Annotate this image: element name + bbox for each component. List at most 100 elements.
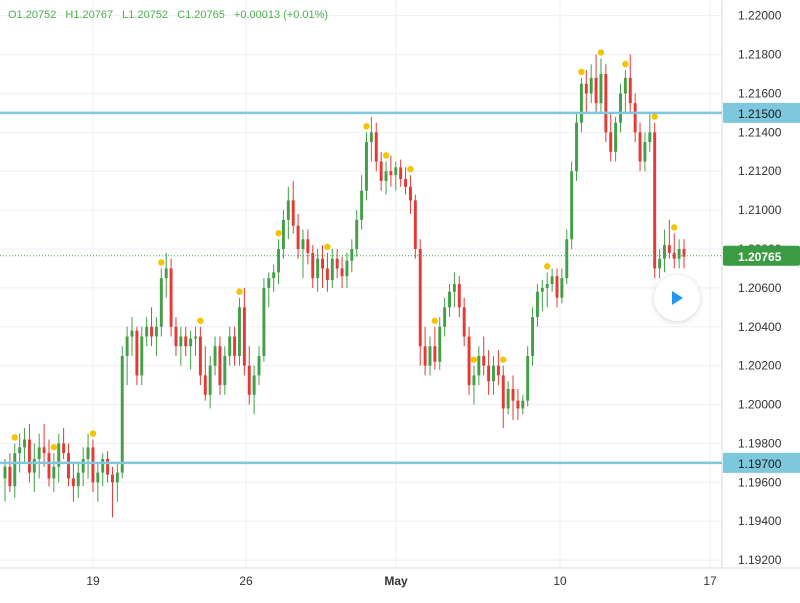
y-tick-label: 1.21200	[738, 164, 782, 178]
candle-body	[86, 447, 90, 459]
candle-body	[638, 132, 642, 162]
candle-body	[345, 260, 349, 277]
candle-body	[526, 355, 530, 401]
candle-body	[76, 472, 80, 487]
ohlc-high: H1.20767	[65, 9, 114, 21]
candle-body	[457, 284, 461, 308]
x-tick-label: 26	[239, 574, 253, 588]
candle-body	[145, 326, 149, 337]
candle-body	[365, 142, 368, 191]
candle-body	[599, 74, 603, 104]
y-tick-label: 1.19400	[738, 514, 782, 528]
candle-body	[658, 258, 662, 269]
candle-body	[560, 278, 564, 298]
candle-body	[467, 336, 471, 386]
signal-marker	[382, 152, 390, 159]
candle-body	[619, 93, 622, 123]
candle-body	[247, 365, 251, 395]
candle-body	[32, 459, 36, 473]
y-tick-label: 1.19200	[738, 553, 782, 567]
signal-marker	[236, 288, 243, 295]
candle-body	[379, 161, 383, 181]
signal-marker	[275, 230, 282, 237]
y-tick-label: 1.22000	[738, 9, 782, 23]
candle-body	[316, 258, 320, 279]
candle-body	[535, 291, 539, 318]
candle-body	[281, 219, 285, 249]
candle-body	[384, 171, 388, 181]
last-price-box	[723, 245, 800, 266]
candle-body	[609, 132, 613, 152]
y-tick-label: 1.19800	[738, 436, 782, 450]
y-tick-label: 1.19600	[738, 475, 782, 489]
candle-body	[628, 77, 632, 104]
candle-body	[408, 186, 412, 201]
candle-body	[208, 365, 212, 395]
x-tick-label: 17	[703, 574, 717, 588]
candle-body	[135, 330, 139, 376]
candle-body	[71, 478, 75, 487]
signal-marker	[50, 443, 58, 451]
signal-marker	[431, 317, 439, 324]
last-price-label: 1.20765	[738, 250, 782, 264]
candle-body	[369, 132, 373, 143]
ohlc-close: C1.20765	[177, 9, 225, 21]
candle-body	[115, 472, 119, 483]
candle-body	[125, 336, 129, 356]
signal-marker	[158, 259, 165, 266]
signal-marker	[671, 224, 678, 231]
candle-body	[389, 171, 393, 176]
candle-body	[594, 77, 598, 104]
candle-body	[164, 268, 168, 279]
candle-body	[238, 307, 241, 356]
candle-body	[169, 268, 173, 327]
candle-body	[623, 77, 627, 94]
candle-body	[213, 346, 217, 366]
candle-body	[662, 245, 666, 259]
candle-body	[140, 336, 144, 376]
candle-body	[267, 278, 271, 288]
candle-body	[174, 326, 178, 347]
candle-body	[428, 346, 432, 366]
candle-body	[203, 375, 207, 395]
candle-body	[194, 336, 197, 339]
candle-body	[335, 258, 339, 269]
signal-marker	[578, 68, 585, 76]
candle-body	[667, 245, 671, 253]
candle-body	[374, 132, 378, 162]
candle-body	[472, 375, 476, 386]
candle-body	[452, 284, 456, 292]
candle-body	[42, 447, 46, 454]
candle-body	[492, 365, 495, 382]
signal-marker	[197, 317, 204, 324]
candle-body	[413, 200, 417, 249]
signal-marker	[500, 356, 507, 363]
play-icon	[672, 291, 683, 305]
signal-marker	[651, 113, 658, 120]
candle-body	[404, 179, 408, 187]
signal-marker	[544, 263, 551, 270]
candle-body	[604, 74, 608, 133]
y-tick-label: 1.21000	[738, 203, 782, 217]
candle-body	[433, 346, 437, 362]
play-button[interactable]	[654, 275, 700, 321]
candle-body	[47, 453, 51, 479]
candle-body	[589, 77, 593, 94]
candle-body	[399, 167, 403, 179]
candle-body	[418, 249, 422, 347]
candle-body	[682, 249, 686, 257]
candle-body	[296, 225, 300, 249]
candle-body	[130, 330, 134, 337]
candle-body	[555, 276, 559, 298]
candle-body	[531, 317, 535, 356]
candle-body	[272, 272, 276, 279]
candle-body	[648, 132, 652, 143]
candle-body	[482, 355, 486, 366]
candle-body	[96, 472, 100, 483]
candle-body	[150, 326, 154, 337]
candle-body	[184, 336, 188, 347]
candle-body	[106, 459, 110, 475]
candle-body	[291, 200, 295, 226]
candle-body	[350, 249, 354, 261]
ohlc-readout: O1.20752 H1.20767 L1.20752 C1.20765 +0.0…	[8, 9, 334, 21]
